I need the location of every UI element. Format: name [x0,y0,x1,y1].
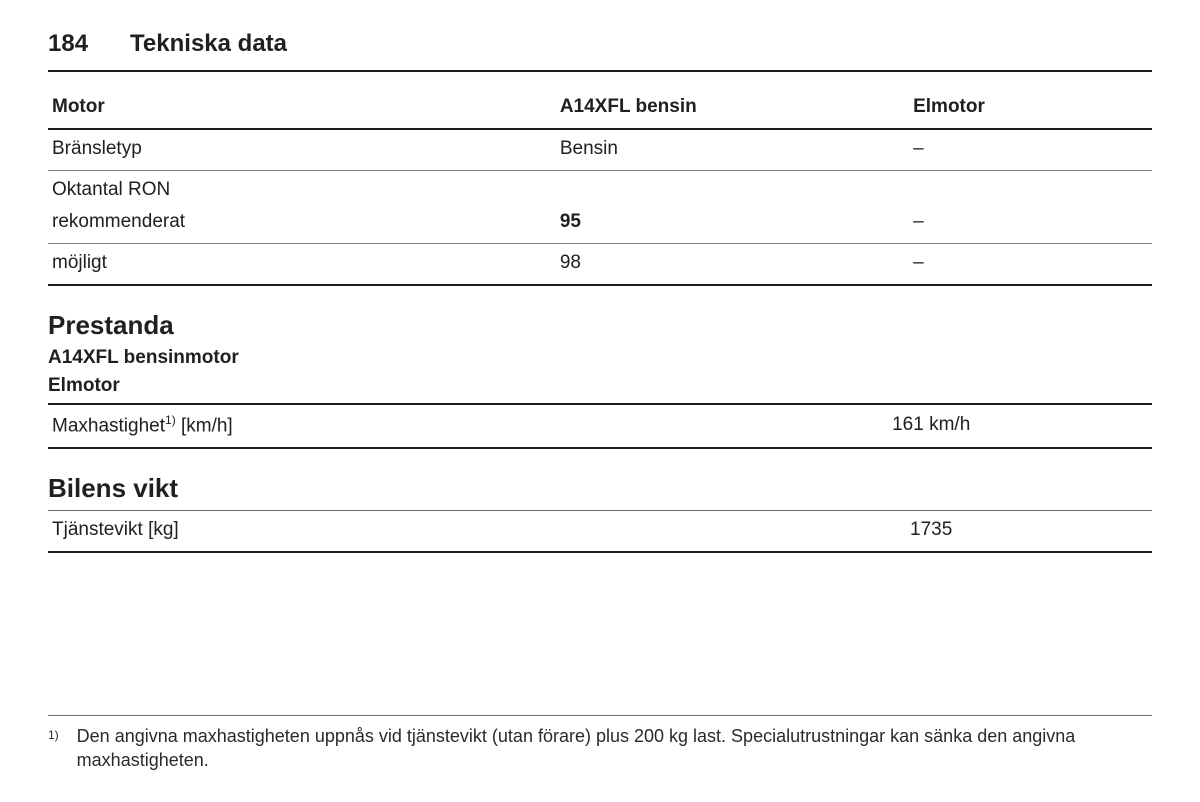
maxspeed-label-suffix: [km/h] [176,415,233,436]
vikt-heading: Bilens vikt [48,473,1152,504]
cell-value: – [909,129,1152,171]
vikt-bottom-rule [48,551,1152,553]
cell-label: rekommenderat [48,203,556,244]
cell-value [556,171,909,204]
motor-table: Motor A14XFL bensin Elmotor Bränsletyp B… [48,90,1152,286]
prestanda-heading: Prestanda [48,310,1152,341]
table-row: Tjänstevikt [kg] 1735 [48,511,1152,551]
page: 184 Tekniska data Motor A14XFL bensin El… [0,0,1200,802]
cell-label: möjligt [48,244,556,286]
footnote-marker: 1) [48,724,59,744]
cell-label: Bränsletyp [48,129,556,171]
cell-value [909,171,1152,204]
footnote-text: Den angivna maxhastigheten uppnås vid tj… [77,724,1152,772]
motor-th-1: Motor [48,90,556,129]
prestanda-table: Maxhastighet1) [km/h] 161 km/h [48,405,1152,447]
table-row: möjligt 98 – [48,244,1152,286]
cell-value: 98 [556,244,909,286]
cell-value: – [909,203,1152,244]
cell-label: Oktantal RON [48,171,556,204]
header-rule [48,70,1152,72]
footnote-ref: 1) [165,413,176,427]
motor-table-header: Motor A14XFL bensin Elmotor [48,90,1152,129]
table-row: rekommenderat 95 – [48,203,1152,244]
table-row: Bränsletyp Bensin – [48,129,1152,171]
cell-value: – [909,244,1152,286]
maxspeed-label-prefix: Maxhastighet [52,415,165,436]
prestanda-bottom-rule [48,447,1152,449]
cell-label: Maxhastighet1) [km/h] [48,405,710,447]
cell-value: 95 [556,203,909,244]
page-number: 184 [48,30,88,58]
cell-label: Tjänstevikt [kg] [48,511,710,551]
footnote-block: 1) Den angivna maxhastigheten uppnås vid… [48,715,1152,772]
page-title: Tekniska data [130,30,287,58]
motor-th-2: A14XFL bensin [556,90,909,129]
cell-value: 1735 [710,511,1152,551]
cell-value: 161 km/h [710,405,1152,447]
footnote-row: 1) Den angivna maxhastigheten uppnås vid… [48,715,1152,772]
prestanda-sub1: A14XFL bensinmotor [48,347,1152,369]
motor-th-3: Elmotor [909,90,1152,129]
table-row: Maxhastighet1) [km/h] 161 km/h [48,405,1152,447]
prestanda-sub2: Elmotor [48,375,1152,397]
vikt-table: Tjänstevikt [kg] 1735 [48,511,1152,551]
table-row: Oktantal RON [48,171,1152,204]
cell-value: Bensin [556,129,909,171]
page-header: 184 Tekniska data [48,30,1152,58]
